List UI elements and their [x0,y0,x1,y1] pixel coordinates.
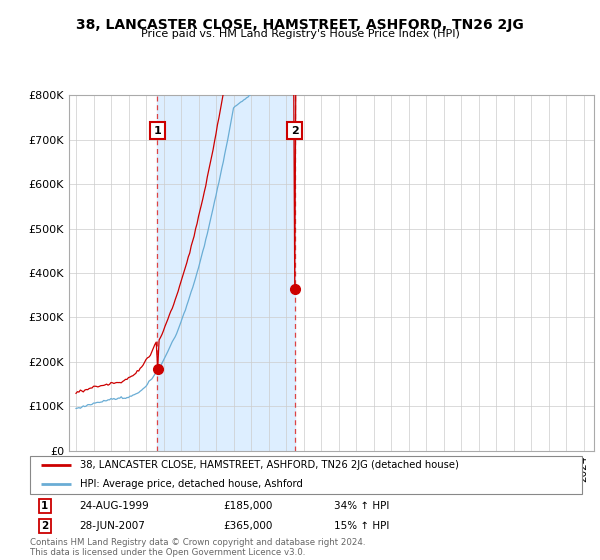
FancyBboxPatch shape [30,456,582,494]
Text: 2: 2 [291,126,299,136]
Text: Price paid vs. HM Land Registry's House Price Index (HPI): Price paid vs. HM Land Registry's House … [140,29,460,39]
Text: 28-JUN-2007: 28-JUN-2007 [80,521,146,531]
Text: 1: 1 [41,501,48,511]
Text: 24-AUG-1999: 24-AUG-1999 [80,501,149,511]
Text: 38, LANCASTER CLOSE, HAMSTREET, ASHFORD, TN26 2JG: 38, LANCASTER CLOSE, HAMSTREET, ASHFORD,… [76,18,524,32]
Text: 2: 2 [41,521,48,531]
Text: 38, LANCASTER CLOSE, HAMSTREET, ASHFORD, TN26 2JG (detached house): 38, LANCASTER CLOSE, HAMSTREET, ASHFORD,… [80,460,458,470]
Text: 34% ↑ HPI: 34% ↑ HPI [334,501,389,511]
Text: Contains HM Land Registry data © Crown copyright and database right 2024.
This d: Contains HM Land Registry data © Crown c… [30,538,365,557]
Text: HPI: Average price, detached house, Ashford: HPI: Average price, detached house, Ashf… [80,479,302,489]
Text: £185,000: £185,000 [223,501,272,511]
Text: £365,000: £365,000 [223,521,272,531]
Text: 1: 1 [154,126,161,136]
Bar [157,95,295,451]
Text: 15% ↑ HPI: 15% ↑ HPI [334,521,389,531]
